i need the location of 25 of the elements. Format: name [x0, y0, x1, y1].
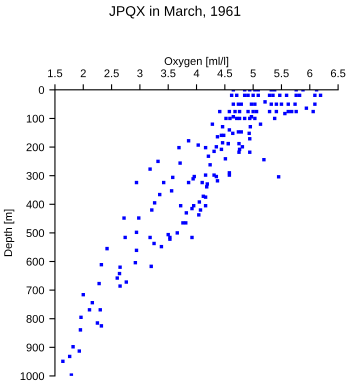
y-tick-label: 200 — [26, 143, 44, 152]
x-tick-label: 4.5 — [217, 69, 232, 78]
y-tick-label: 100 — [26, 114, 44, 123]
y-tick-label: 800 — [26, 314, 44, 323]
x-tick-label: 3 — [137, 69, 142, 78]
x-axis-title: Oxygen [ml/l] — [164, 56, 228, 68]
y-tick-label: 400 — [26, 200, 44, 208]
y-tick-label: 1000 — [20, 372, 44, 380]
x-tick-label: 2 — [80, 69, 86, 78]
y-tick-label: 300 — [26, 172, 44, 180]
x-tick-label: 5 — [250, 69, 256, 78]
x-tick-label: 5.5 — [274, 69, 289, 78]
y-tick-label: 600 — [26, 258, 44, 266]
y-tick-label: 500 — [26, 229, 44, 238]
y-tick-label: 900 — [26, 344, 44, 352]
x-tick-label: 1.5 — [48, 69, 62, 78]
y-tick-label: 0 — [38, 86, 44, 94]
x-tick-label: 6.5 — [330, 69, 346, 78]
x-tick-label: 6 — [307, 69, 312, 78]
chart-title: JPQX in March, 1961 — [109, 6, 240, 18]
x-tick-label: 4 — [194, 69, 200, 78]
x-tick-label: 2.5 — [104, 69, 119, 78]
y-axis-title: Depth [m] — [4, 210, 14, 256]
x-tick-label: 3.5 — [160, 69, 176, 78]
y-tick-label: 700 — [26, 286, 44, 294]
